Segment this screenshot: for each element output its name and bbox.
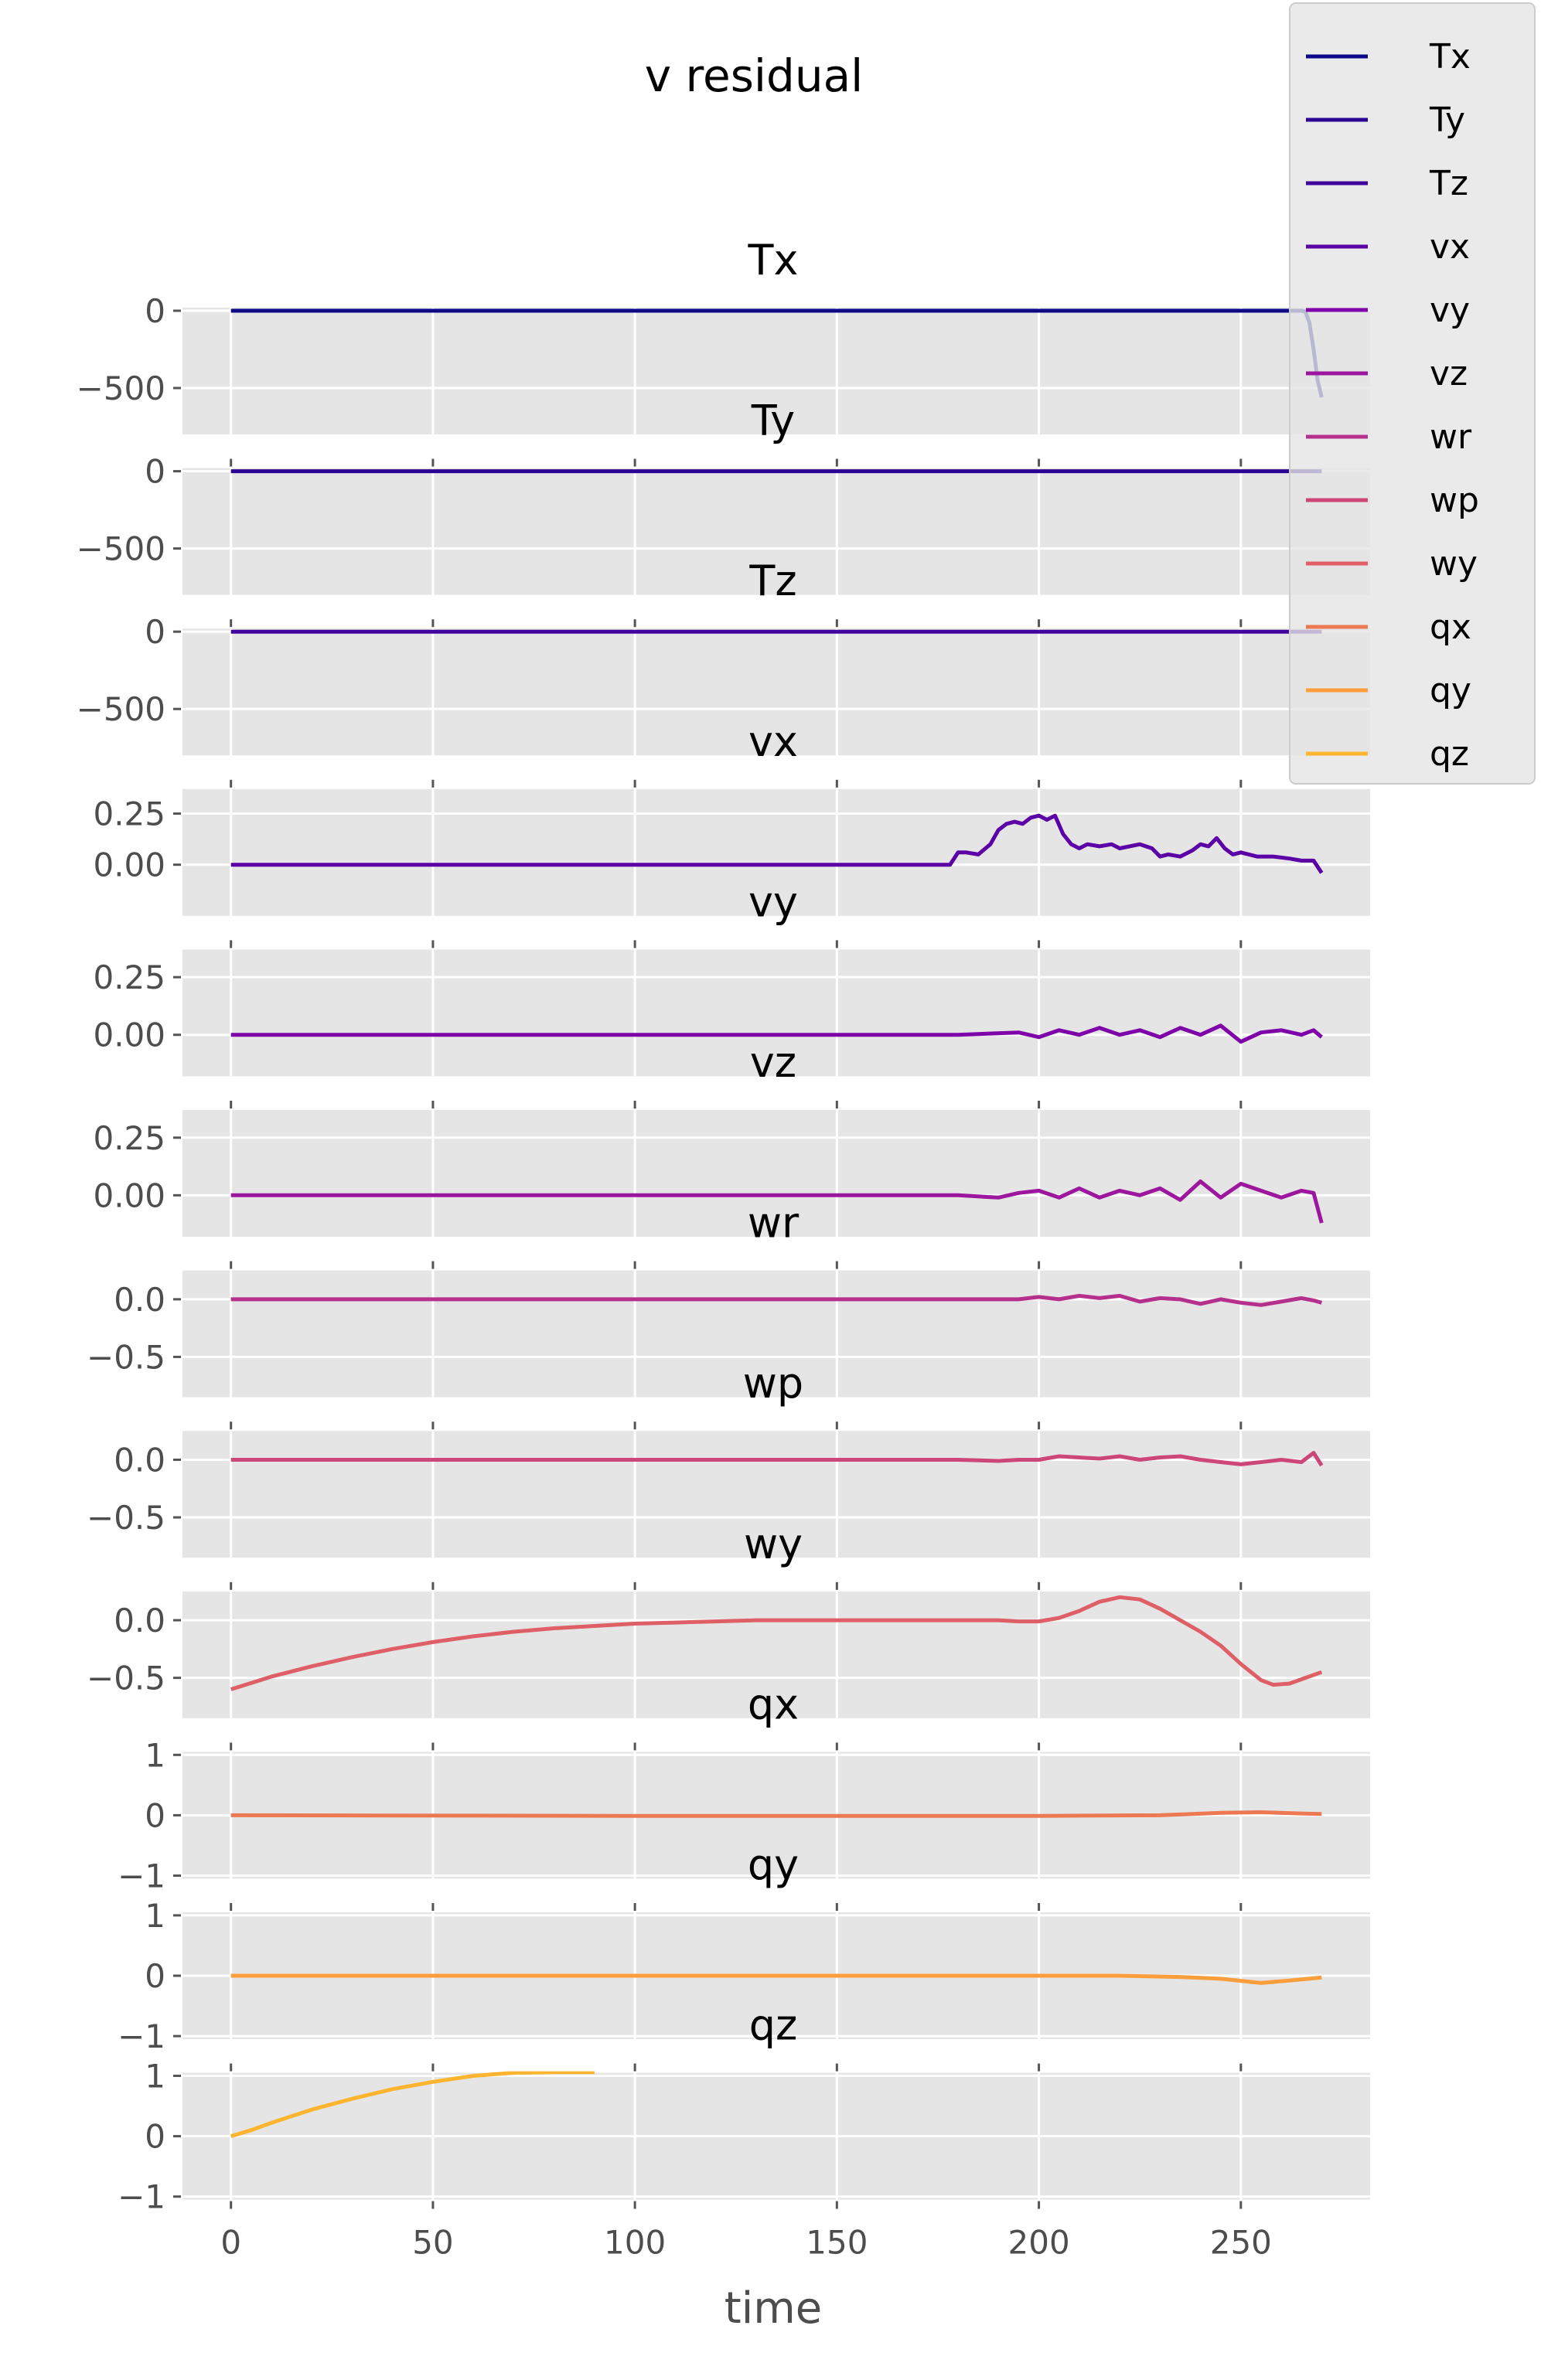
subplot-wr: 0.0 −0.5 wr (87, 1199, 1370, 1398)
subplot-vy: 0.25 0.00 vy (93, 877, 1370, 1077)
y-tick-label: −1 (118, 2178, 165, 2216)
x-tick-label: 50 (412, 2224, 453, 2262)
y-tick-label: 0.00 (93, 1016, 165, 1054)
y-tick-label: 0 (145, 2118, 165, 2156)
y-tick-label: 0.0 (114, 1602, 165, 1639)
series-line-vy (230, 1023, 1323, 1044)
series-line-vz (230, 1179, 1324, 1224)
y-tick-label: 1 (145, 2058, 165, 2096)
y-tick-label: 0.25 (93, 1119, 165, 1157)
legend-label-vx: vx (1430, 227, 1470, 267)
subplot-title: qy (748, 1840, 799, 1889)
x-axis: 0 50 100 150 200 250 (220, 2201, 1272, 2262)
y-tick-label: 0 (145, 1796, 165, 1834)
y-tick-label: 0 (145, 453, 165, 491)
x-tick-label: 0 (220, 2224, 241, 2262)
y-tick-label: 0.25 (93, 958, 165, 996)
plot-background (182, 308, 1370, 434)
plot-background (182, 1110, 1370, 1237)
plot-background (182, 1591, 1370, 1718)
subplot-title: Tz (748, 557, 796, 605)
subplot-vz: 0.25 0.00 vz (93, 1038, 1370, 1237)
series-line-qx (230, 1810, 1322, 1818)
x-tick-label: 150 (806, 2224, 868, 2262)
subplot-qz: 1 0 −1 qz (118, 2001, 1370, 2216)
y-tick-label: −0.5 (87, 1338, 165, 1376)
y-tick-label: 0.0 (114, 1441, 165, 1479)
legend-label-wy: wy (1430, 544, 1478, 584)
y-tick-label: −1 (118, 2017, 165, 2055)
legend-box (1289, 2, 1536, 785)
plot-background (182, 1431, 1370, 1558)
plot-background (182, 788, 1370, 916)
subplot-ty: 0 −500 Ty (77, 397, 1370, 595)
subplot-title: wr (748, 1199, 799, 1248)
y-tick-label: 0 (145, 1957, 165, 1995)
subplot-qy: 1 0 −1 qy (118, 1840, 1370, 2055)
subplot-wy: 0.0 −0.5 wy (87, 1520, 1370, 1718)
subplot-tx: 0 −500 Tx (77, 236, 1370, 434)
legend-label-wr: wr (1430, 417, 1472, 457)
legend-label-vz: vz (1430, 354, 1468, 393)
y-tick-label: 0 (145, 613, 165, 651)
legend-label-vy: vy (1430, 291, 1470, 330)
plot-background (182, 1270, 1370, 1398)
legend-label-qy: qy (1430, 671, 1471, 710)
y-tick-label: 0.25 (93, 795, 165, 833)
subplot-title: vz (750, 1038, 796, 1087)
y-tick-label: −500 (77, 369, 165, 407)
y-tick-label: −0.5 (87, 1499, 165, 1537)
legend[interactable]: Tx Ty Tz vx vy vz wr wp wy qx qy qz (1289, 2, 1536, 785)
y-tick-label: 1 (145, 1897, 165, 1935)
x-tick-label: 100 (604, 2224, 666, 2262)
subplot-title: qx (748, 1680, 799, 1728)
y-tick-label: −500 (77, 530, 165, 568)
y-tick-label: −500 (77, 690, 165, 728)
figure-title: v residual (645, 49, 864, 102)
series-line-vx (230, 813, 1324, 874)
subplot-wp: 0.0 −0.5 wp (87, 1359, 1370, 1558)
subplot-title: vx (748, 717, 798, 766)
legend-label-ty: Ty (1429, 100, 1465, 140)
y-tick-label: −1 (118, 1857, 165, 1895)
series-line-wy (230, 1595, 1323, 1691)
legend-label-tz: Tz (1429, 164, 1468, 203)
plot-background (182, 468, 1370, 595)
series-line-wr (230, 1293, 1322, 1307)
subplot-qx: 1 0 −1 qx (118, 1680, 1370, 1895)
y-tick-label: 0.00 (93, 846, 165, 884)
subplots: 0−500Tx0−500Ty0−500Tz0.250.00vx0.250.00v… (77, 236, 1370, 2216)
legend-label-qz: qz (1430, 734, 1469, 774)
legend-label-wp: wp (1430, 481, 1479, 520)
legend-label-qx: qx (1430, 608, 1471, 647)
subplot-title: qz (749, 2001, 798, 2050)
subplot-title: wp (743, 1359, 803, 1408)
subplot-tz: 0 −500 Tz (77, 557, 1370, 756)
subplot-title: vy (748, 877, 798, 926)
subplot-title: wy (744, 1520, 803, 1568)
legend-label-tx: Tx (1429, 37, 1471, 77)
series-line-qy (230, 1973, 1322, 1985)
plot-background (182, 628, 1370, 756)
series-line-wp (230, 1451, 1324, 1467)
x-tick-label: 200 (1008, 2224, 1070, 2262)
x-tick-label: 250 (1210, 2224, 1272, 2262)
y-tick-label: 1 (145, 1736, 165, 1774)
y-tick-label: 0.00 (93, 1176, 165, 1214)
subplot-vx: 0.25 0.00 vx (93, 717, 1370, 916)
subplot-title: Tx (748, 236, 799, 284)
subplot-title: Ty (751, 397, 796, 445)
series-line-qz (230, 2071, 595, 2138)
y-tick-label: −0.5 (87, 1660, 165, 1697)
y-tick-label: 0.0 (114, 1281, 165, 1319)
plot-background (182, 949, 1370, 1077)
x-axis-label: time (724, 2283, 823, 2334)
y-tick-label: 0 (145, 292, 165, 330)
